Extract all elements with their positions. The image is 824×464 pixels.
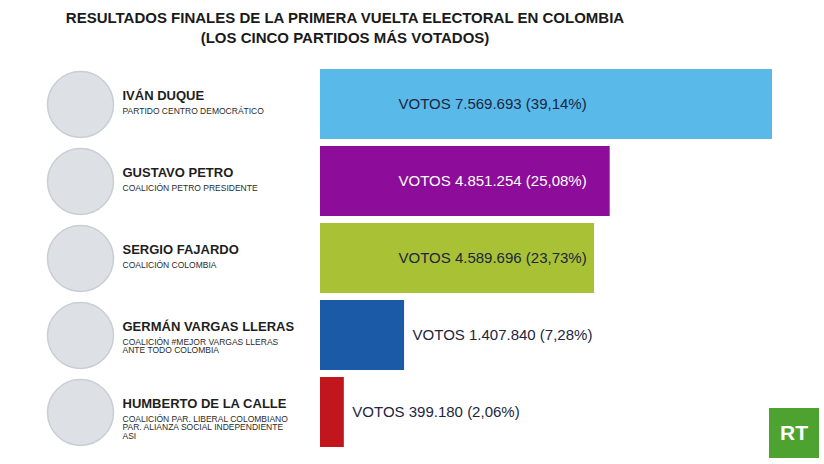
svg-text:VOTOS 4.851.254 (25,08%): VOTOS 4.851.254 (25,08%) [399,172,587,189]
svg-text:VOTOS 7.569.693 (39,14%): VOTOS 7.569.693 (39,14%) [399,95,587,112]
svg-text:VOTOS 399.180 (2,06%): VOTOS 399.180 (2,06%) [352,403,519,420]
svg-text:COALICIÓN PAR. LIBERAL COLOMBI: COALICIÓN PAR. LIBERAL COLOMBIANOPAR. AL… [123,414,289,441]
svg-text:GUSTAVO PETRO: GUSTAVO PETRO [123,165,234,180]
svg-text:COALICIÓN COLOMBIA: COALICIÓN COLOMBIA [123,260,217,270]
svg-text:COALICIÓN PETRO PRESIDENTE: COALICIÓN PETRO PRESIDENTE [123,183,258,193]
svg-text:IVÁN DUQUE: IVÁN DUQUE [123,88,205,103]
html-text:RESULTADOS FINALES DE LA PRIME: RESULTADOS FINALES DE LA PRIMERA VUELTA … [65,9,625,26]
svg-text:PARTIDO CENTRO DEMOCRÁTICO: PARTIDO CENTRO DEMOCRÁTICO [123,106,265,116]
html-text:(LOS CINCO PARTIDOS MÁS VOTADO: (LOS CINCO PARTIDOS MÁS VOTADOS) [200,29,490,46]
svg-text:HUMBERTO DE LA CALLE: HUMBERTO DE LA CALLE [123,396,287,411]
html-text:RT: RT [780,421,808,444]
svg-text:VOTOS 1.407.840 (7,28%): VOTOS 1.407.840 (7,28%) [413,326,593,343]
svg-text:VOTOS 4.589.696 (23,73%): VOTOS 4.589.696 (23,73%) [399,249,587,266]
svg-text:GERMÁN VARGAS LLERAS: GERMÁN VARGAS LLERAS [123,319,295,334]
svg-text:COALICIÓN #MEJOR VARGAS LLERAS: COALICIÓN #MEJOR VARGAS LLERASANTE TODO … [123,337,279,356]
svg-text:SERGIO FAJARDO: SERGIO FAJARDO [123,242,239,257]
